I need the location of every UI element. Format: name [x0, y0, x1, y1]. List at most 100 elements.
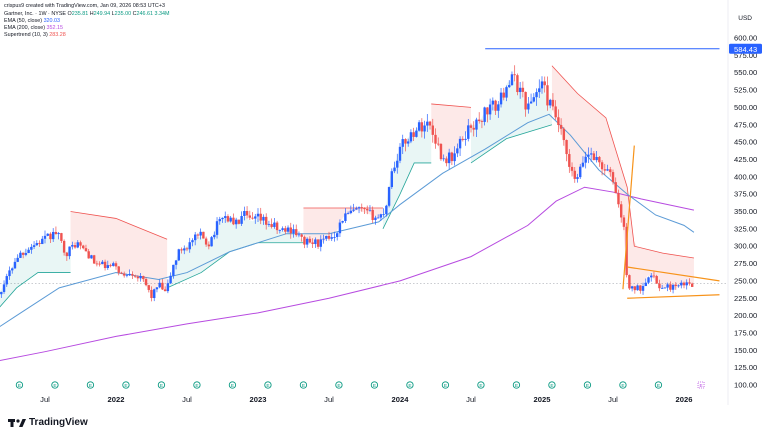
candle-body — [262, 216, 265, 221]
supertrend-line-up — [470, 124, 553, 164]
x-tick-label: 2024 — [392, 395, 410, 404]
candle-body — [461, 138, 465, 140]
brand-name: TradingView — [29, 417, 88, 428]
candle-body — [311, 242, 314, 245]
candle-body — [0, 291, 3, 295]
candle-body — [355, 208, 358, 210]
high-label: H — [89, 11, 94, 17]
candle-body — [625, 226, 628, 276]
candle-body — [183, 248, 186, 251]
ema200-legend[interactable]: EMA (200, close) 352.15 — [4, 25, 63, 32]
candle-body — [73, 245, 77, 248]
candle-body — [581, 162, 585, 167]
symbol-name[interactable]: Gartner, Inc. · 1W · NYSE — [4, 11, 67, 17]
earnings-marker-icon — [583, 381, 592, 389]
candle-body — [330, 237, 333, 239]
x-tick-label: 2022 — [108, 395, 125, 404]
candle-body — [655, 276, 658, 284]
y-tick-label: 550.00 — [734, 68, 757, 77]
candle-body — [677, 285, 680, 287]
candle-body — [237, 219, 241, 224]
candle-body — [158, 282, 161, 288]
y-tick-label: 500.00 — [734, 103, 757, 112]
candle-body — [106, 265, 110, 269]
y-tick-label: 375.00 — [734, 190, 757, 199]
candle-body — [390, 171, 394, 188]
supertrend-label: Supertrend (10, 3) — [4, 32, 48, 38]
candle-body — [682, 282, 686, 286]
close-value: 246.61 — [136, 11, 154, 17]
candle-body — [426, 121, 429, 126]
candle-body — [382, 214, 385, 215]
candle-body — [65, 252, 69, 257]
candle-body — [92, 255, 96, 264]
volume-value: 3.34M — [154, 11, 170, 17]
earnings-marker-label: E — [195, 383, 198, 389]
candle-body — [224, 216, 227, 218]
candle-body — [172, 264, 175, 276]
candle-body — [153, 289, 156, 299]
candle-body — [35, 243, 39, 246]
y-tick-label: 275.00 — [734, 259, 757, 268]
upcoming-earnings-marker-icon — [697, 381, 705, 389]
earnings-marker-icon — [228, 381, 237, 389]
tradingview-brand: TradingView — [8, 417, 88, 428]
candle-body — [690, 283, 694, 287]
candle-body — [180, 249, 183, 251]
candle-body — [163, 289, 167, 292]
candle-body — [316, 239, 320, 247]
candle-body — [617, 193, 620, 205]
candle-body — [584, 156, 587, 163]
candle-body — [117, 266, 120, 273]
candle-body — [273, 222, 276, 227]
supertrend-legend[interactable]: Supertrend (10, 3) 283.28 — [4, 32, 66, 39]
earnings-marker-icon — [512, 381, 521, 389]
candle-body — [456, 148, 459, 154]
candle-body — [352, 209, 355, 211]
earnings-marker-icon — [406, 381, 414, 389]
candle-body — [644, 282, 647, 287]
candle-body — [90, 255, 93, 259]
candle-body — [521, 87, 525, 92]
y-tick-label: 350.00 — [734, 207, 757, 216]
triangle-lower-line — [627, 294, 720, 299]
supertrend-fill-up — [471, 79, 552, 163]
candle-body — [204, 238, 208, 245]
candle-body — [128, 273, 131, 275]
candle-body — [292, 229, 295, 234]
candle-body — [344, 213, 347, 222]
candle-body — [101, 261, 104, 265]
candle-body — [57, 233, 60, 235]
candle-body — [191, 240, 194, 243]
candle-body — [256, 213, 260, 217]
candle-body — [609, 169, 612, 173]
candle-body — [483, 107, 486, 122]
candle-body — [393, 167, 396, 172]
ema200-label: EMA (200, close) — [4, 25, 46, 31]
candle-body — [379, 214, 383, 218]
earnings-marker-label: E — [231, 383, 234, 389]
earnings-marker-icon — [335, 381, 343, 389]
candle-body — [431, 125, 434, 135]
candle-body — [570, 166, 574, 171]
candle-body — [125, 274, 129, 276]
candle-body — [600, 162, 604, 170]
candle-body — [51, 231, 55, 240]
candle-body — [139, 276, 142, 279]
candle-body — [325, 236, 328, 239]
supertrend-line-down — [431, 103, 472, 108]
candle-body — [161, 282, 164, 290]
candle-body — [622, 217, 626, 227]
supertrend-value: 283.28 — [49, 32, 66, 38]
candle-body — [305, 238, 309, 245]
earnings-marker-icon — [299, 381, 308, 389]
candle-body — [467, 125, 470, 139]
x-tick-label: Jul — [324, 395, 334, 404]
candle-body — [234, 219, 238, 225]
candle-body — [120, 272, 123, 274]
earnings-marker-icon — [122, 381, 130, 389]
ema50-legend[interactable]: EMA (50, close) 320.03 — [4, 18, 60, 25]
candle-body — [477, 119, 481, 122]
candle-body — [469, 125, 473, 128]
